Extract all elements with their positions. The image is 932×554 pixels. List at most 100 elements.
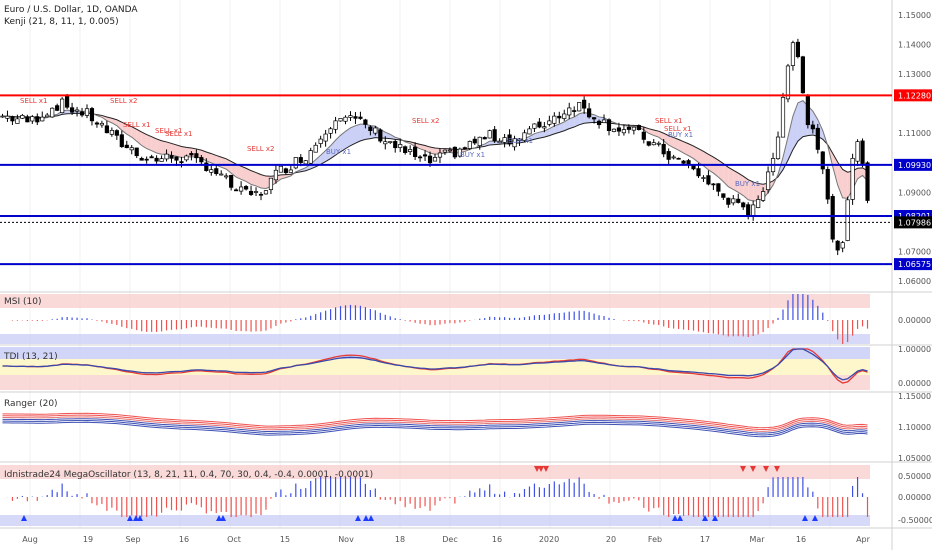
candle-body [249,191,252,194]
msi-upper-zone [0,294,870,308]
candle-body [856,142,859,162]
tdi-title[interactable]: TDI (13, 21) [4,352,58,362]
candle-body [473,139,476,143]
candle-body [766,172,769,190]
candle-body [115,131,118,136]
candle-body [558,116,561,118]
price-tick: 1.14000 [898,40,931,49]
cloud-segment [788,116,793,160]
cloud-segment [728,167,733,189]
symbol-title[interactable]: Euro / U.S. Dollar, 1D, OANDA [4,5,138,15]
msi-title[interactable]: MSI (10) [4,297,41,307]
candle-body [190,153,193,155]
candle-body [707,176,710,184]
candle-body [170,155,173,158]
candle-body [468,141,471,148]
candle-body [364,120,367,125]
candle-body [438,153,441,157]
candle-body [289,170,292,173]
candle-body [379,130,382,141]
candle-body [577,102,580,110]
candle-body [697,169,700,176]
candle-body [334,121,337,129]
candle-body [612,129,615,131]
candle-body [180,162,183,163]
candle-body [374,128,377,133]
candle-body [31,117,34,121]
candle-body [344,117,347,121]
candle-body [727,198,730,204]
time-label: Mar [749,535,765,544]
candle-body [617,128,620,131]
candle-body [592,118,595,119]
candle-body [155,158,158,161]
candle-body [866,163,869,201]
price-axis: 1.150001.140001.130001.110001.100001.090… [894,11,932,525]
candle-body [702,178,705,179]
pane-tick: 0.50000 [898,472,931,481]
candle-body [239,187,242,191]
candle-body [384,142,387,144]
candle-body [756,199,759,207]
candle-body [503,138,506,143]
candle-body [274,170,277,180]
candle-body [647,142,650,146]
candle-body [846,200,849,241]
candle-body [746,205,749,215]
candle-body [732,199,735,203]
candle-body [751,205,754,216]
candle-body [319,139,322,143]
time-label: Sep [125,535,140,544]
price-tick: 1.15000 [898,11,931,20]
candle-body [602,120,605,123]
cloud-segment [256,173,261,188]
candle-body [329,129,332,134]
cloud-segment [147,135,152,151]
candle-body [453,147,456,157]
candle-body [393,141,396,147]
level-badge-label: 1.09930 [898,161,931,170]
signal-label: SELL x1 [123,121,151,129]
candle-body [264,191,267,194]
candle-body [339,118,342,121]
candle-body [125,145,128,148]
price-tick: 1.11000 [898,129,931,138]
time-label: 17 [700,535,710,544]
time-label: Feb [648,535,662,544]
candle-body [448,150,451,151]
signal-label: SELL x2 [412,117,440,125]
indicator-title[interactable]: Kenji (21, 8, 11, 1, 0.005) [4,17,119,27]
candle-body [662,144,665,154]
candle-body [712,184,715,185]
candle-body [324,134,327,141]
tdi-upper-zone [0,347,870,359]
ranger-pane [2,413,867,436]
pane-tick: 0.00000 [898,493,931,502]
candle-body [572,111,575,112]
candle-body [354,117,357,119]
candle-body [548,121,551,124]
time-label: Aug [22,535,38,544]
candle-body [200,157,203,161]
candle-body [493,130,496,141]
candle-body [811,125,814,129]
candle-body [776,137,779,159]
candle-body [657,143,660,144]
candle-body [41,117,44,121]
cloud-segment [176,145,181,158]
mega-title[interactable]: Idnistrade24 MegaOscillator (13, 8, 21, … [4,470,373,480]
candle-body [791,43,794,66]
candle-body [403,147,406,153]
ranger-title[interactable]: Ranger (20) [4,399,58,409]
price-tick: 1.13000 [898,70,931,79]
candle-body [294,157,297,168]
signal-label: BUY x1 [508,137,533,145]
candle-body [672,157,675,158]
candle-body [224,176,227,177]
time-label: 18 [395,535,405,544]
candle-body [528,129,531,134]
